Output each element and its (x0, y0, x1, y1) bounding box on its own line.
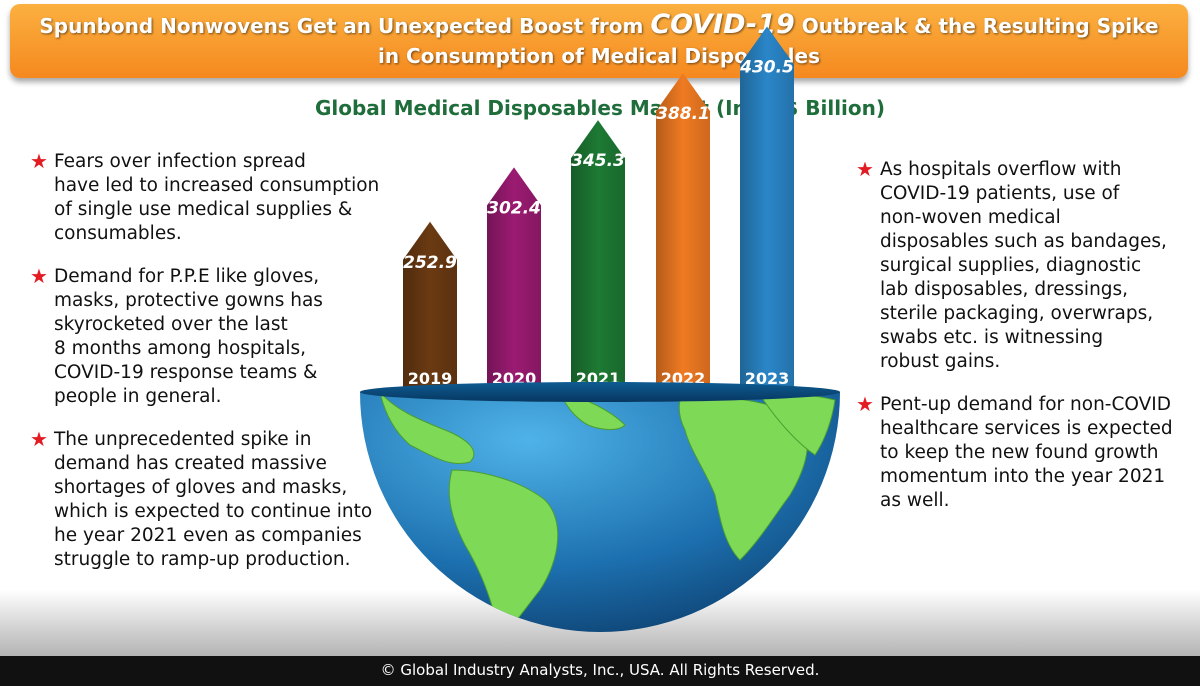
bullet-text-line: he year 2021 even as companies (54, 525, 362, 546)
bullet-text-line: lab disposables, dressings, (880, 279, 1129, 300)
star-icon: ★ (856, 157, 874, 181)
header-banner: Spunbond Nonwovens Get an Unexpected Boo… (10, 4, 1188, 78)
bullet-text-line: non-woven medical (880, 207, 1061, 228)
bullet-text-line: momentum into the year 2021 (880, 466, 1166, 487)
bullet-text-line: swabs etc. is witnessing (880, 327, 1104, 348)
bullet-text-line: 8 months among hospitals, (54, 338, 307, 359)
bullet-text-line: Demand for P.P.E like gloves, (54, 266, 320, 287)
title-line1-b: Outbreak & the Resulting Spike (794, 14, 1159, 38)
right-bullet-list: ★ As hospitals overflow with COVID-19 pati… (856, 157, 1173, 532)
bullet-text-line: COVID-19 response teams & (54, 362, 318, 383)
left-bullet: ★ Demand for P.P.E like gloves, masks, pro… (30, 264, 379, 409)
value-label: 252.9 (403, 253, 457, 273)
bullet-text-line: masks, protective gowns has (54, 290, 323, 311)
bullet-text-line: demand has created massive (54, 453, 327, 474)
bar-2023: 430.5 2023 (739, 26, 794, 390)
bullet-text-line: to keep the new found growth (880, 442, 1159, 463)
bullet-text-line: Pent-up demand for non-COVID (880, 394, 1171, 415)
bullet-text-line: of single use medical supplies & (54, 199, 353, 220)
footer-bar: © Global Industry Analysts, Inc., USA. A… (0, 656, 1200, 686)
bullet-text-line: robust gains. (880, 351, 1001, 372)
value-label: 345.3 (571, 151, 625, 171)
bullet-text-line: people in general. (54, 386, 222, 407)
bar-arrow (656, 73, 710, 390)
value-label: 302.4 (487, 198, 541, 218)
star-icon: ★ (30, 149, 48, 173)
bullet-text-line: The unprecedented spike in (54, 429, 312, 450)
bullet-text-line: healthcare services is expected (880, 418, 1173, 439)
left-bullet: ★ The unprecedented spike in demand has cr… (30, 427, 379, 572)
bar-arrow (487, 167, 541, 390)
bullet-text-line: shortages of gloves and masks, (54, 477, 348, 498)
right-bullet: ★ As hospitals overflow with COVID-19 pati… (856, 157, 1173, 374)
bullet-text-line: disposables such as bandages, (880, 231, 1167, 252)
bar-arrow (571, 120, 625, 391)
bar-arrow (740, 26, 794, 390)
bullet-text-line: sterile packaging, overwraps, (880, 303, 1154, 324)
value-label: 388.1 (656, 104, 710, 124)
bar-2019: 252.9 2019 (403, 221, 457, 390)
bullet-text-line: consumables. (54, 223, 182, 244)
value-label: 430.5 (739, 57, 794, 77)
star-icon: ★ (856, 392, 874, 416)
bullet-text-line: struggle to ramp-up production. (54, 549, 351, 570)
page-title: Spunbond Nonwovens Get an Unexpected Boo… (10, 10, 1188, 71)
bullet-text-line: as well. (880, 490, 950, 511)
bullet-text-line: skyrocketed over the last (54, 314, 288, 335)
globe-half (360, 382, 840, 632)
category-label: 2019 (408, 369, 453, 388)
bullet-text-line: surgical supplies, diagnostic (880, 255, 1142, 276)
bullet-text-line: which is expected to continue into (54, 501, 373, 522)
bullet-text-line: As hospitals overflow with (880, 159, 1122, 180)
copyright-text: © Global Industry Analysts, Inc., USA. A… (380, 661, 820, 679)
left-bullet: ★ Fears over infection spread have led to … (30, 149, 380, 246)
title-line1-a: Spunbond Nonwovens Get an Unexpected Boo… (39, 14, 651, 38)
bullet-text-line: Fears over infection spread (54, 151, 306, 172)
bullet-text-line: COVID-19 patients, use of (880, 183, 1120, 204)
bar-arrow (403, 221, 457, 390)
left-bullet-list: ★ Fears over infection spread have led to … (30, 149, 380, 591)
bullet-text-line: have led to increased consumption (54, 175, 380, 196)
star-icon: ★ (30, 427, 48, 451)
right-bullet: ★ Pent-up demand for non-COVID healthcare … (856, 392, 1173, 513)
star-icon: ★ (30, 264, 48, 288)
category-label: 2023 (745, 369, 790, 388)
